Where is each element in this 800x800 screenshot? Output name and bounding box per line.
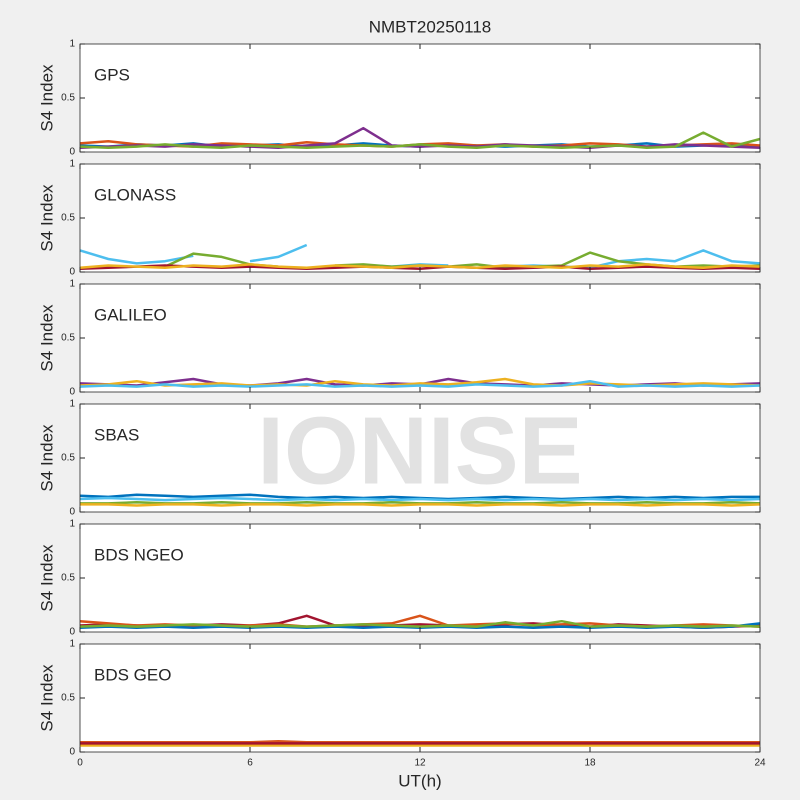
series-line: [79, 263, 761, 269]
series-line: [79, 496, 761, 502]
panel-label: GPS: [94, 65, 130, 84]
series-line: [79, 379, 761, 388]
series-line: [79, 131, 761, 149]
y-tick-label: 0.5: [61, 573, 75, 584]
panel: 0 0.5 1 GPS S4 Index: [37, 39, 761, 158]
y-tick-label: 1: [69, 39, 75, 50]
x-tick-label: 24: [754, 758, 766, 769]
y-tick-label: 0: [69, 747, 75, 758]
x-tick-label: 18: [584, 758, 596, 769]
axes-background: [80, 164, 760, 272]
y-tick-label: 0.5: [61, 93, 75, 104]
y-tick-label: 0: [69, 387, 75, 398]
y-tick-label: 1: [69, 159, 75, 170]
axes-background: [80, 44, 760, 152]
y-tick-label: 0.5: [61, 453, 75, 464]
panel: 0 0.5 1 BDS NGEO S4 Index: [37, 519, 761, 638]
y-tick-label: 0: [69, 267, 75, 278]
y-axis-label: S4 Index: [37, 544, 56, 612]
series-line: [80, 503, 761, 507]
panel: 0 0.5 1 GALILEO S4 Index: [37, 279, 761, 398]
plots: 0 0.5 1 GPS S4 Index 0 0.5 1 GLONASS S4 Index 0 0.5…: [37, 39, 766, 769]
y-axis-label: S4 Index: [37, 664, 56, 732]
panel-label: SBAS: [94, 425, 139, 444]
panel-label: BDS GEO: [94, 665, 171, 684]
panel-label: GLONASS: [94, 185, 176, 204]
panel-label: GALILEO: [94, 305, 167, 324]
y-tick-label: 1: [69, 279, 75, 290]
y-tick-label: 0: [69, 147, 75, 158]
axes-background: [80, 524, 760, 632]
x-tick-label: 12: [414, 758, 426, 769]
figure-title: NMBT20250118: [369, 17, 492, 36]
panel: 0 0.5 1 0 6 12 18 24 BDS GEO S4 Index: [37, 639, 766, 769]
panel-label: BDS NGEO: [94, 545, 184, 564]
x-tick-label: 6: [247, 758, 253, 769]
y-tick-label: 0: [69, 507, 75, 518]
panel: 0 0.5 1 SBAS S4 Index: [37, 399, 761, 518]
y-tick-label: 1: [69, 399, 75, 410]
x-axis-label: UT(h): [398, 771, 441, 790]
axes-background: [80, 284, 760, 392]
axes-background: [80, 644, 760, 752]
axes-backgrounds: [80, 44, 760, 752]
y-tick-label: 1: [69, 519, 75, 530]
y-axis-label: S4 Index: [37, 304, 56, 372]
x-tick-label: 0: [77, 758, 83, 769]
y-tick-label: 0.5: [61, 213, 75, 224]
series-line: [79, 243, 761, 269]
y-tick-label: 0.5: [61, 333, 75, 344]
y-axis-label: S4 Index: [37, 184, 56, 252]
y-axis-label: S4 Index: [37, 424, 56, 492]
panel: 0 0.5 1 GLONASS S4 Index: [37, 159, 761, 278]
series-line: [80, 739, 760, 744]
y-tick-label: 1: [69, 639, 75, 650]
y-tick-label: 0: [69, 627, 75, 638]
series-line: [79, 619, 761, 628]
y-axis-label: S4 Index: [37, 64, 56, 132]
y-tick-label: 0.5: [61, 693, 75, 704]
axes-background: [80, 404, 760, 512]
watermark: IONISE: [257, 397, 582, 504]
